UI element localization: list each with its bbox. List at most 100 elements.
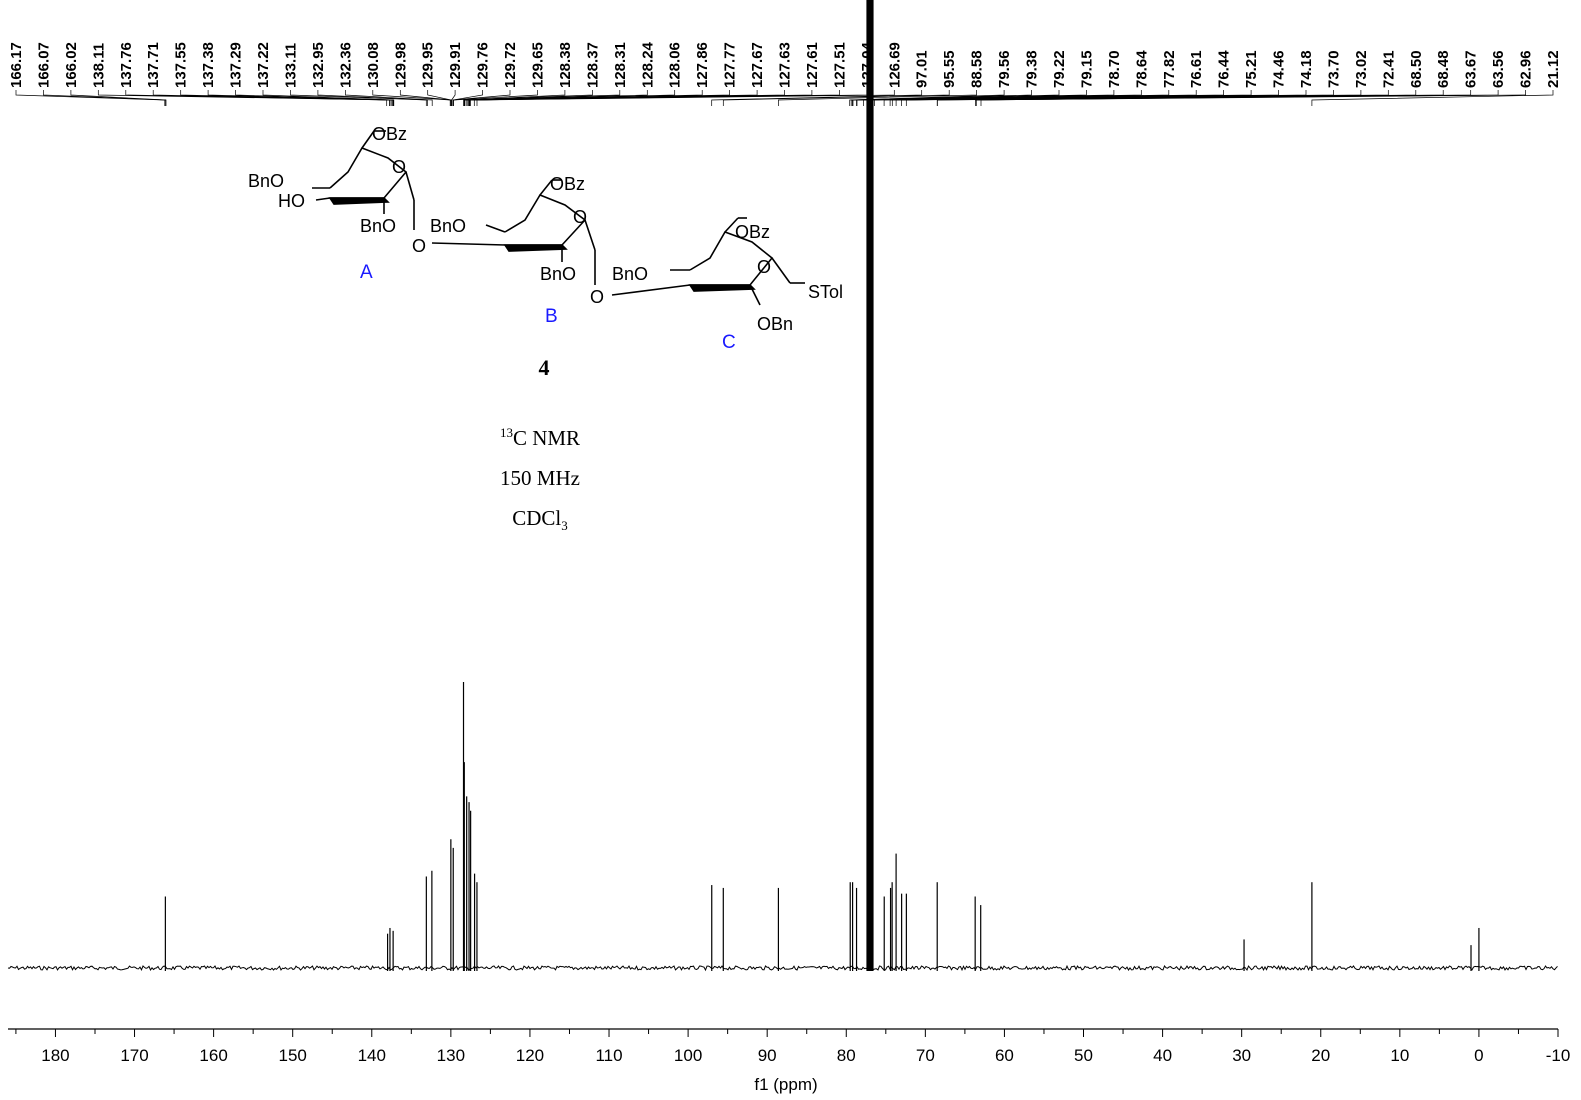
peak-label: 73.02 xyxy=(1353,50,1370,88)
ring-b-o: O xyxy=(573,207,587,227)
spectrum-trace xyxy=(7,964,1558,972)
peak-label-leader xyxy=(262,90,395,106)
peak-label: 129.76 xyxy=(475,42,492,88)
peak-label: 97.01 xyxy=(914,50,931,88)
peak-label: 95.55 xyxy=(941,50,958,88)
nmr-solvent: CDCl3 xyxy=(512,506,568,533)
peak-label: 77.82 xyxy=(1161,50,1178,88)
peak-label-leader xyxy=(476,90,895,106)
ring-c-drawing xyxy=(611,217,805,306)
peak-label-leader xyxy=(463,90,621,106)
peak-label-leader xyxy=(849,90,1005,106)
peak-label: 129.72 xyxy=(502,42,519,88)
peak-label-leader xyxy=(15,90,166,106)
ring-c-bno: BnO xyxy=(612,264,648,284)
ring-c-glyco-o: O xyxy=(590,287,604,307)
peak-label: 76.61 xyxy=(1188,50,1205,88)
peak-label-leader xyxy=(70,90,167,106)
peak-label: 166.07 xyxy=(35,42,52,88)
solvent-sub: 3 xyxy=(561,518,568,533)
ring-b-bno-top: BnO xyxy=(430,216,466,236)
peak-label: 79.22 xyxy=(1051,50,1068,88)
peak-label: 74.46 xyxy=(1271,50,1288,88)
compound-number: 4 xyxy=(539,355,550,380)
x-tick-label: 80 xyxy=(837,1046,856,1065)
peak-label-leader xyxy=(207,90,393,106)
ring-a-bno-top: BnO xyxy=(248,171,284,191)
peak-label-leader xyxy=(452,90,511,106)
peak-label-group: 166.17 166.07 166.02 138.11 137.76 137.71 137.… xyxy=(8,41,1562,106)
x-tick-label: 90 xyxy=(758,1046,777,1065)
ring-a-drawing xyxy=(312,130,415,230)
x-tick-label: 120 xyxy=(516,1046,544,1065)
ring-a-ho: HO xyxy=(278,191,305,211)
x-tick-label: 160 xyxy=(199,1046,227,1065)
peak-label: 88.58 xyxy=(969,50,986,88)
nmr-title: 13C NMR xyxy=(500,425,580,450)
x-tick-label: 170 xyxy=(120,1046,148,1065)
peak-label-leader xyxy=(290,90,427,106)
ring-c-stol: STol xyxy=(808,282,843,302)
peak-label: 68.48 xyxy=(1435,50,1452,88)
peak-label-leader xyxy=(980,90,1526,106)
peak-label: 130.08 xyxy=(365,42,382,88)
structure-labels: OBz BnO HO BnO O A OBz BnO O BnO O B OBz… xyxy=(248,124,843,533)
x-tick-label: 150 xyxy=(279,1046,307,1065)
peak-label: 127.86 xyxy=(694,42,711,88)
peak-label: 68.50 xyxy=(1408,50,1425,88)
peak-label: 132.95 xyxy=(310,42,327,88)
nmr-title-sup: 13 xyxy=(500,425,513,440)
peak-label-leader xyxy=(372,90,451,106)
ring-c-o: O xyxy=(757,257,771,277)
peak-label: 127.61 xyxy=(804,42,821,88)
peak-label: 73.70 xyxy=(1325,50,1342,88)
peak-label: 63.56 xyxy=(1490,50,1507,88)
peak-label: 76.44 xyxy=(1216,50,1233,88)
solvent-main: CDCl xyxy=(512,506,561,530)
peak-label: 129.95 xyxy=(420,42,437,88)
x-tick-label: 70 xyxy=(916,1046,935,1065)
peak-label: 79.56 xyxy=(996,50,1013,88)
peak-label: 166.17 xyxy=(8,42,25,88)
peak-label: 133.11 xyxy=(283,43,300,88)
x-tick-label: 0 xyxy=(1474,1046,1483,1065)
structure-drawing xyxy=(312,130,805,306)
peak-label: 79.38 xyxy=(1024,50,1041,88)
peak-label: 79.15 xyxy=(1078,50,1095,88)
ring-b-obz: OBz xyxy=(550,174,585,194)
x-tick-label: 20 xyxy=(1311,1046,1330,1065)
peak-label: 132.36 xyxy=(337,42,354,88)
x-tick-label: 180 xyxy=(41,1046,69,1065)
nmr-frequency: 150 MHz xyxy=(500,466,580,490)
ring-a-bno-bottom: BnO xyxy=(360,216,396,236)
peak-label-leader xyxy=(345,90,433,106)
peak-label: 137.38 xyxy=(200,42,217,88)
ring-c-obn: OBn xyxy=(757,314,793,334)
peak-label: 78.70 xyxy=(1106,50,1123,88)
x-tick-label: 130 xyxy=(437,1046,465,1065)
peak-label: 137.22 xyxy=(255,42,272,88)
peak-label: 127.77 xyxy=(722,42,739,88)
peak-label-leader xyxy=(180,90,392,106)
peak-label: 127.51 xyxy=(831,42,848,88)
peak-label: 127.63 xyxy=(777,42,794,88)
nmr-title-main: C NMR xyxy=(513,426,580,450)
peak-label-leader xyxy=(711,90,923,106)
peak-label: 63.67 xyxy=(1463,50,1480,88)
peak-label: 129.65 xyxy=(530,42,547,88)
x-tick-label: 100 xyxy=(674,1046,702,1065)
x-tick-label: 10 xyxy=(1390,1046,1409,1065)
peak-label: 129.98 xyxy=(392,42,409,88)
peak-label-leader xyxy=(43,90,166,106)
peak-label-leader xyxy=(1311,90,1554,106)
peak-label-leader xyxy=(453,90,538,106)
peak-lines xyxy=(164,0,1480,971)
x-tick-label: 140 xyxy=(358,1046,386,1065)
ring-a-obz: OBz xyxy=(372,124,407,144)
peak-label: 128.06 xyxy=(667,42,684,88)
peak-label-leader xyxy=(235,90,394,106)
ring-label-c: C xyxy=(722,332,736,353)
x-tick-label: 110 xyxy=(595,1046,622,1065)
peak-label: 72.41 xyxy=(1380,50,1397,88)
